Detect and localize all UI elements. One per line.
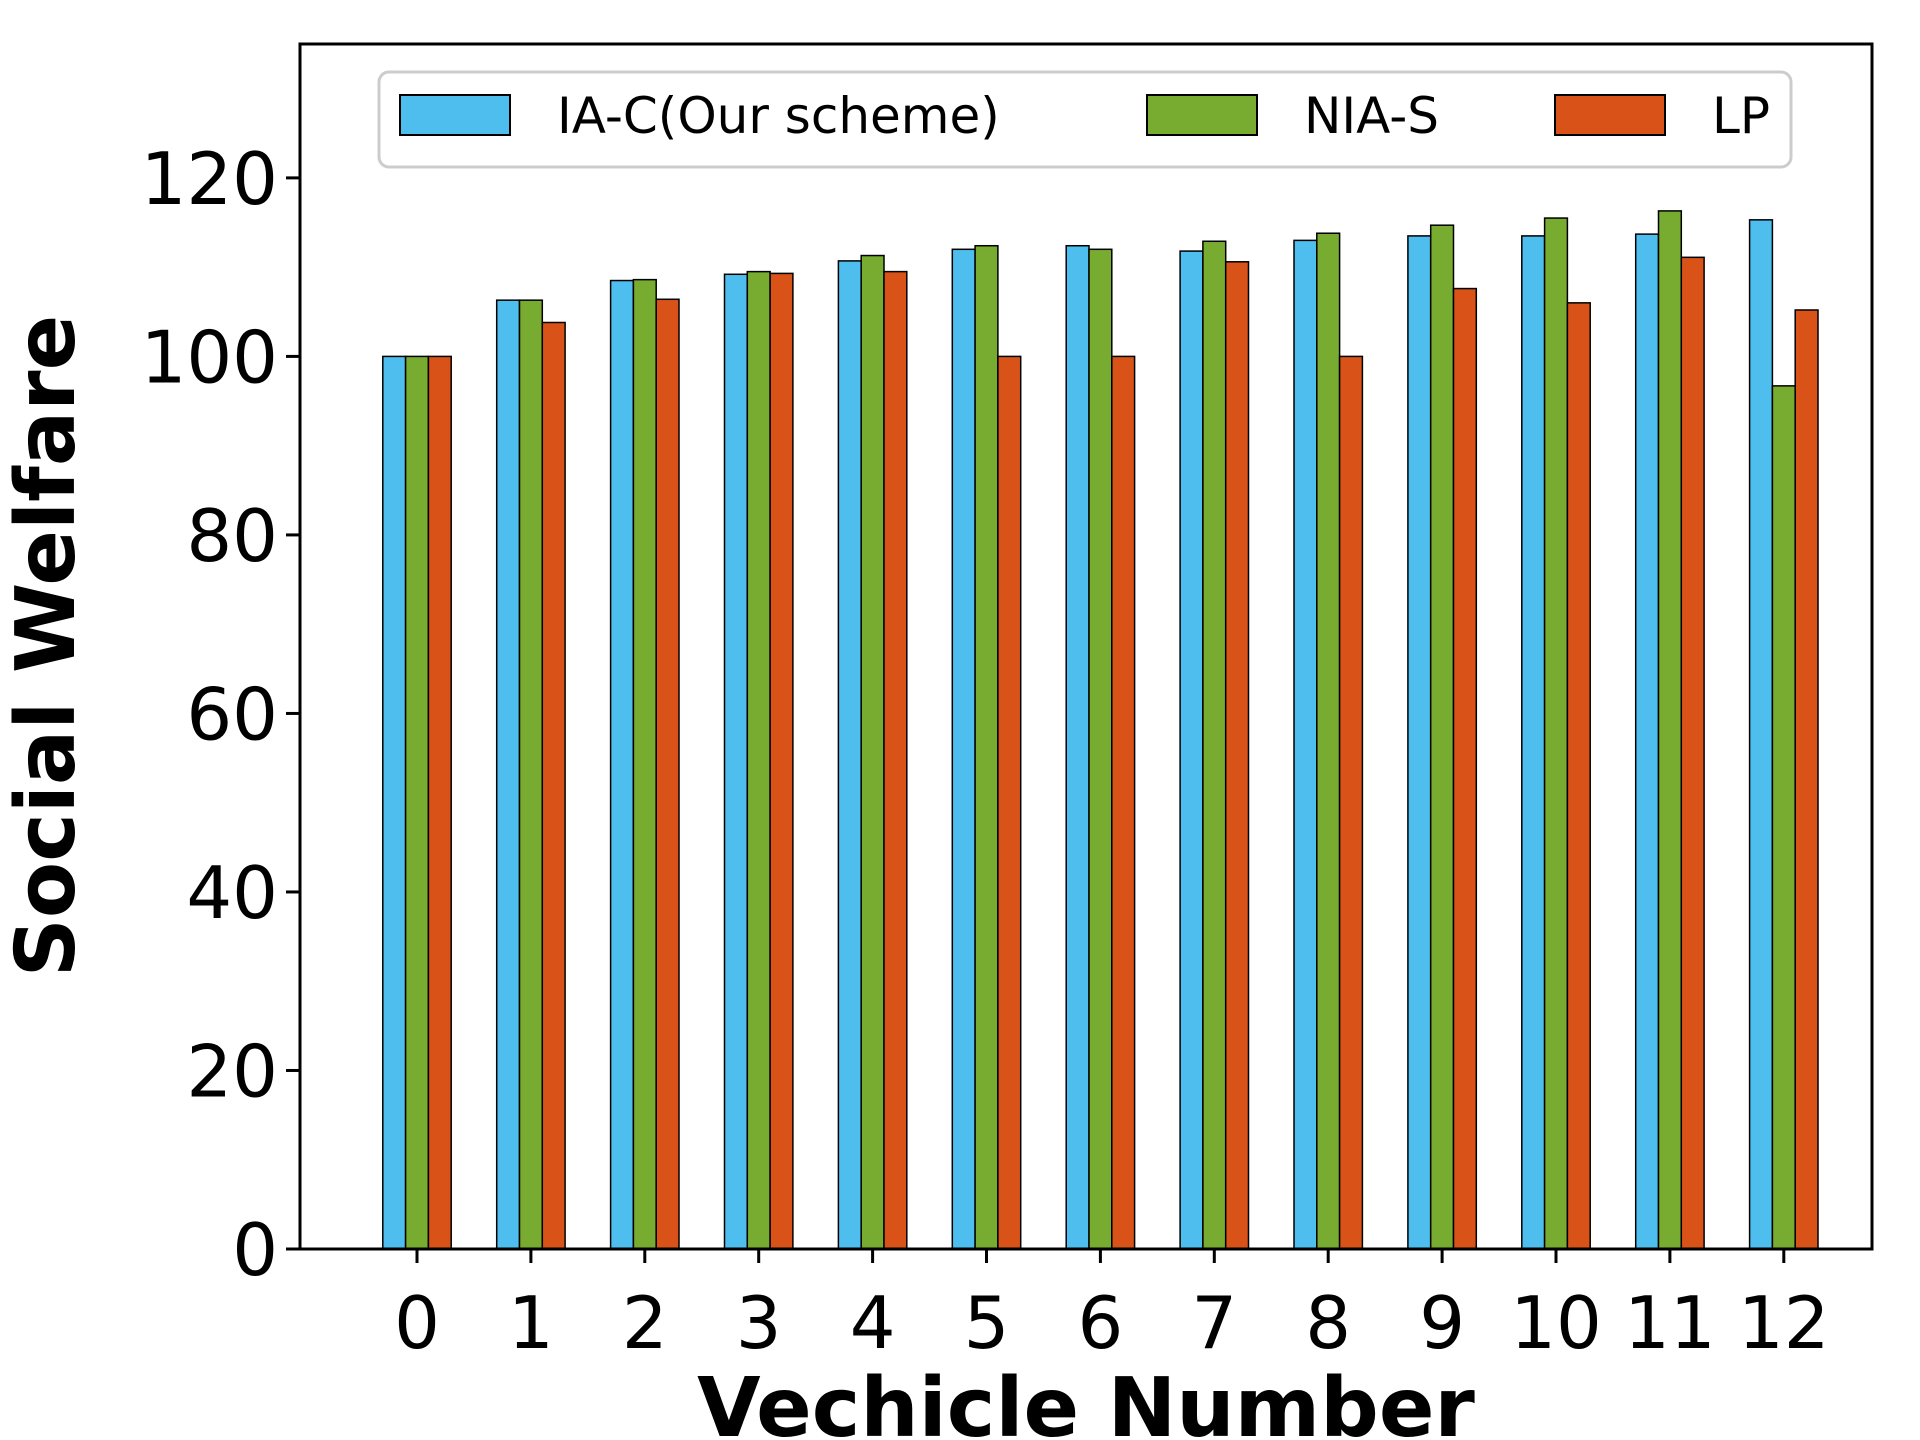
bars-group — [382, 210, 1819, 1250]
x-tick-label: 4 — [850, 1281, 896, 1365]
x-tick-label: 11 — [1624, 1281, 1716, 1365]
y-tick-label: 0 — [232, 1208, 278, 1292]
x-tick-label: 10 — [1510, 1281, 1602, 1365]
bar-series-0-cat-7 — [1179, 250, 1204, 1250]
bar-series-1-cat-3 — [746, 270, 771, 1250]
bar-series-2-cat-10 — [1566, 302, 1591, 1250]
bar-series-1-cat-7 — [1202, 240, 1227, 1250]
legend-items: IA-C(Our scheme) NIA-S LP — [399, 87, 1770, 145]
legend-label-2: LP — [1712, 87, 1770, 145]
bar-series-2-cat-12 — [1794, 309, 1819, 1250]
bar-series-1-cat-9 — [1429, 224, 1455, 1250]
x-tick-label: 12 — [1738, 1281, 1830, 1365]
bar-series-0-cat-6 — [1065, 244, 1090, 1250]
y-tick-label: 100 — [141, 315, 278, 399]
bar-series-0-cat-12 — [1748, 219, 1774, 1250]
bar-series-2-cat-1 — [541, 321, 566, 1250]
bar-series-2-cat-3 — [769, 272, 794, 1250]
bar-series-1-cat-10 — [1543, 217, 1569, 1250]
bar-series-0-cat-0 — [382, 355, 407, 1250]
y-tick-label: 80 — [186, 494, 278, 578]
legend-label-0: IA-C(Our scheme) — [557, 87, 1000, 145]
bar-series-0-cat-11 — [1634, 233, 1660, 1250]
bar-series-2-cat-11 — [1680, 256, 1705, 1250]
bar-series-0-cat-1 — [495, 299, 521, 1250]
y-axis: 0 20 40 60 80 100 120 — [141, 137, 300, 1292]
bar-series-2-cat-8 — [1338, 355, 1364, 1250]
x-axis-title: Vechicle Number — [697, 1361, 1475, 1440]
bar-series-0-cat-4 — [837, 260, 862, 1250]
bar-series-2-cat-6 — [1111, 355, 1136, 1250]
bar-series-1-cat-1 — [518, 299, 544, 1250]
bar-series-1-cat-11 — [1657, 210, 1683, 1250]
legend-label-1: NIA-S — [1304, 87, 1439, 145]
legend-swatch-0 — [399, 94, 511, 136]
x-tick-label: 3 — [736, 1281, 782, 1365]
x-tick-label: 2 — [622, 1281, 668, 1365]
legend-swatch-2 — [1554, 94, 1666, 136]
legend: IA-C(Our scheme) NIA-S LP — [377, 70, 1793, 169]
bar-series-1-cat-5 — [974, 244, 999, 1250]
bar-series-1-cat-12 — [1771, 385, 1796, 1250]
x-tick-label: 0 — [394, 1281, 440, 1365]
bar-series-1-cat-4 — [860, 254, 885, 1250]
bar-series-2-cat-4 — [883, 270, 908, 1250]
x-axis: 0 1 2 3 4 5 6 7 8 9 10 11 12 — [394, 1249, 1830, 1365]
y-tick-label: 20 — [186, 1029, 278, 1113]
legend-swatch-1 — [1146, 94, 1258, 136]
y-tick-label: 120 — [141, 137, 278, 221]
x-tick-label: 1 — [508, 1281, 554, 1365]
bar-series-2-cat-7 — [1224, 261, 1250, 1250]
legend-frame — [377, 70, 1793, 169]
y-tick-label: 40 — [186, 851, 278, 935]
x-tick-label: 7 — [1191, 1281, 1237, 1365]
bar-series-1-cat-6 — [1088, 248, 1113, 1250]
x-tick-label: 5 — [964, 1281, 1010, 1365]
bar-series-2-cat-0 — [427, 355, 452, 1250]
y-axis-title: Social Welfare — [0, 315, 94, 977]
y-tick-label: 60 — [186, 672, 278, 756]
bar-series-0-cat-2 — [609, 279, 635, 1250]
bar-series-2-cat-5 — [997, 355, 1022, 1250]
plot-frame — [298, 42, 1874, 1251]
bar-series-0-cat-10 — [1521, 235, 1546, 1250]
bar-series-2-cat-9 — [1452, 287, 1478, 1250]
x-tick-label: 9 — [1419, 1281, 1465, 1365]
x-tick-label: 8 — [1305, 1281, 1351, 1365]
bar-series-0-cat-5 — [951, 248, 976, 1250]
bar-series-1-cat-8 — [1316, 232, 1341, 1250]
bar-series-2-cat-2 — [655, 298, 680, 1250]
x-tick-label: 6 — [1077, 1281, 1123, 1365]
bar-series-1-cat-0 — [404, 355, 430, 1250]
bar-series-0-cat-9 — [1407, 235, 1432, 1250]
bar-series-0-cat-3 — [723, 273, 749, 1250]
bar-series-0-cat-8 — [1293, 239, 1318, 1250]
bar-series-1-cat-2 — [632, 278, 657, 1250]
